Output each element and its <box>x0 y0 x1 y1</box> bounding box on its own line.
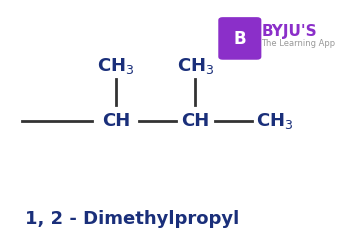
Text: B: B <box>233 29 246 48</box>
Text: 1, 2 - Dimethylpropyl: 1, 2 - Dimethylpropyl <box>25 210 240 228</box>
Text: CH: CH <box>181 112 210 130</box>
Text: CH$_3$: CH$_3$ <box>177 55 214 76</box>
FancyBboxPatch shape <box>218 17 261 60</box>
Text: CH$_3$: CH$_3$ <box>97 55 135 76</box>
Text: BYJU'S: BYJU'S <box>261 24 317 39</box>
Text: The Learning App: The Learning App <box>261 39 336 48</box>
Text: CH: CH <box>102 112 130 130</box>
Text: CH$_3$: CH$_3$ <box>256 111 294 131</box>
